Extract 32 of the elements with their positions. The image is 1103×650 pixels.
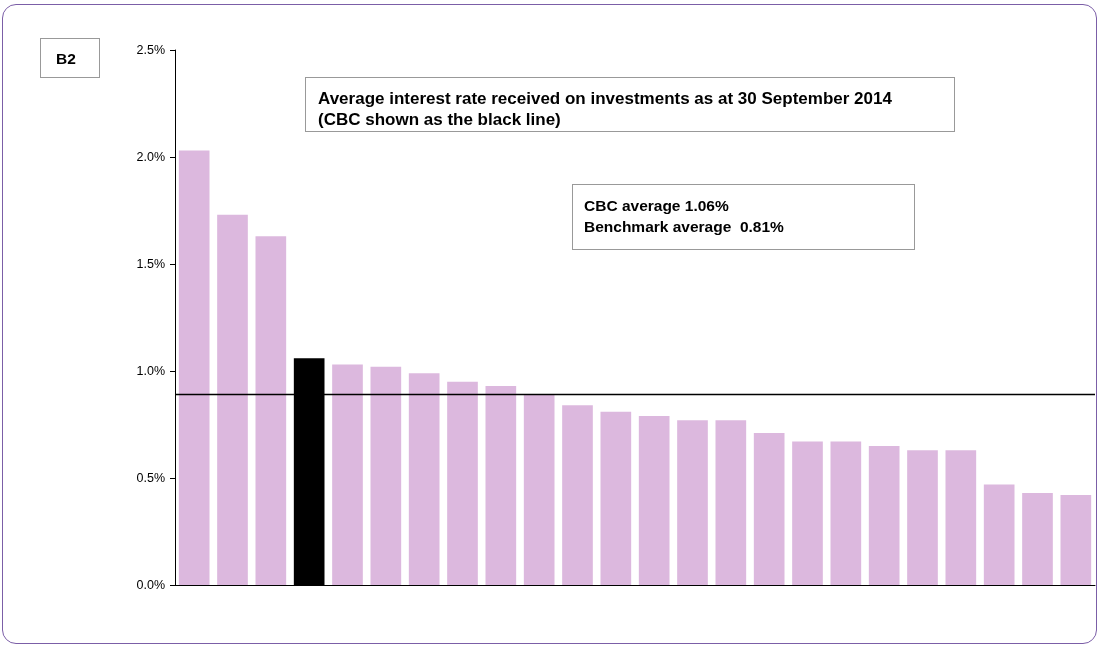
- bar: [677, 420, 708, 585]
- y-tick-label: 1.0%: [136, 364, 165, 378]
- label-box: B2: [40, 38, 100, 78]
- title-box: Average interest rate received on investments as at 30 September 2014 (CBC shown as the black line): [305, 77, 955, 132]
- bar: [753, 433, 785, 585]
- bar: [868, 445, 900, 585]
- bar: [523, 394, 555, 585]
- bar: [447, 381, 478, 585]
- bar: [983, 484, 1015, 585]
- bar: [370, 366, 402, 585]
- bar: [638, 415, 670, 585]
- bar: [332, 364, 363, 585]
- bar: [562, 405, 593, 585]
- note-box: CBC average 1.06% Benchmark average 0.81%: [572, 184, 915, 250]
- bar: [408, 373, 440, 585]
- bar: [830, 441, 862, 585]
- bar: [1060, 495, 1092, 585]
- bar: [907, 450, 938, 585]
- bar: [945, 450, 977, 585]
- bar: [255, 236, 287, 585]
- y-tick-label: 2.5%: [136, 43, 165, 57]
- bar: [1022, 492, 1053, 585]
- y-tick-label: 0.5%: [136, 471, 165, 485]
- bar: [217, 214, 248, 585]
- y-tick-label: 1.5%: [136, 257, 165, 271]
- y-tick-label: 0.0%: [136, 578, 165, 592]
- bar: [792, 441, 823, 585]
- y-tick-label: 2.0%: [136, 150, 165, 164]
- bar: [485, 385, 517, 585]
- bar: [715, 420, 747, 585]
- bar: [600, 411, 632, 585]
- bar: [178, 150, 210, 585]
